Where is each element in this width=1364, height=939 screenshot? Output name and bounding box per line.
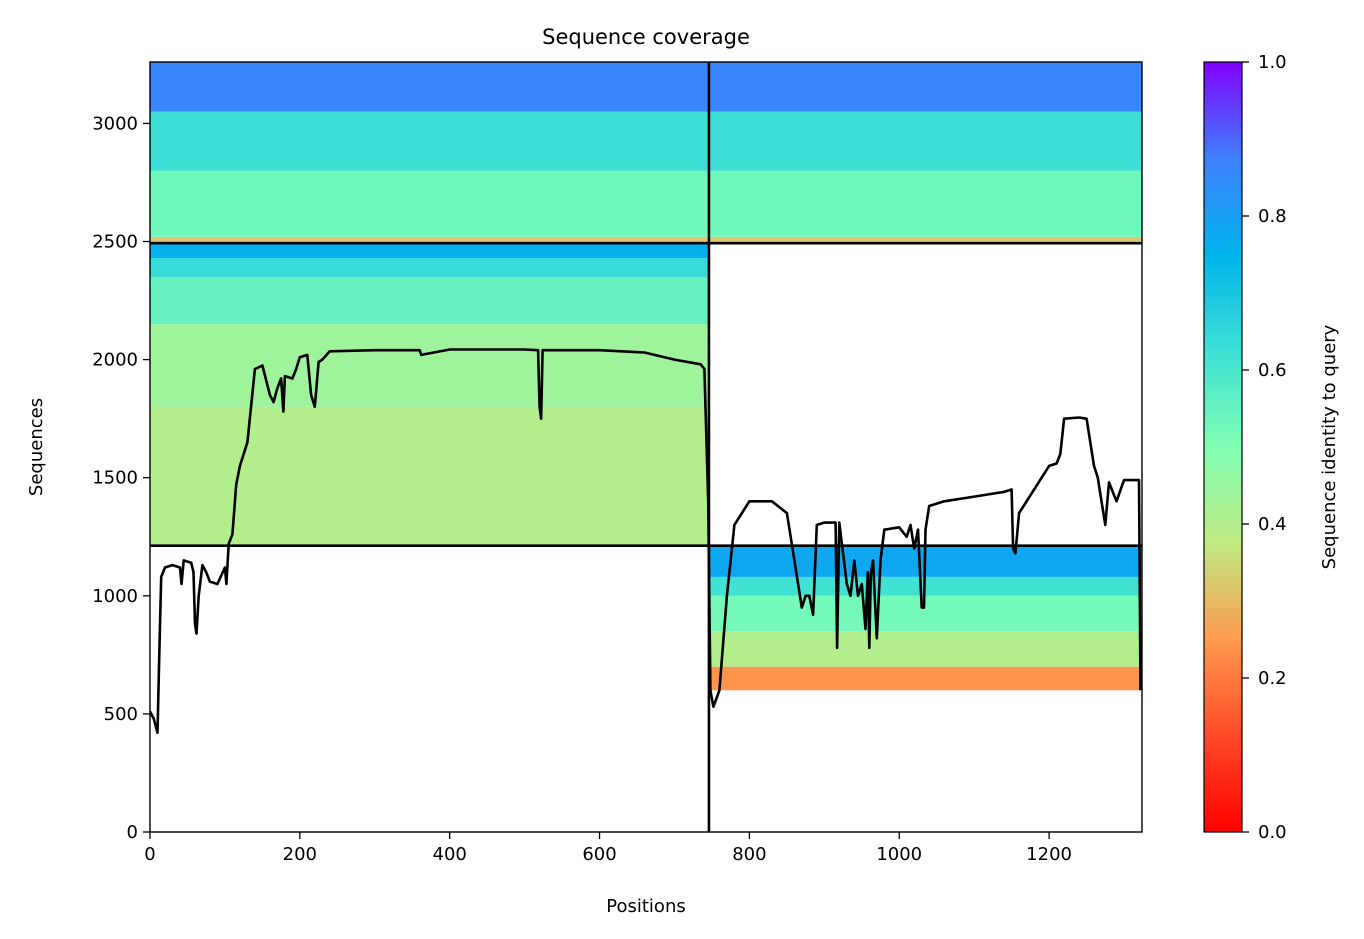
x-tick-label: 0 (144, 844, 155, 865)
heatmap-band (150, 406, 709, 546)
heatmap-band (708, 170, 1142, 237)
plot-frame (149, 61, 1143, 833)
y-tick-label: 3000 (92, 113, 138, 134)
heatmap-band (150, 62, 709, 112)
x-tick-label: 1000 (876, 844, 922, 865)
coverage-line (150, 348, 1142, 735)
x-tick-label: 600 (582, 844, 616, 865)
heatmap-band (150, 276, 709, 325)
colorbar-ticks: 0.0 0.2 0.4 0.6 0.8 1.0 (1242, 52, 1287, 843)
block-separators (150, 62, 1142, 832)
heatmap-band (150, 170, 709, 237)
heatmap-band (708, 631, 1142, 667)
colorbar-tick-label: 0.2 (1258, 668, 1287, 689)
y-tick-label: 1000 (92, 586, 138, 607)
heatmap-band (708, 595, 1142, 632)
coverage-heatmap (150, 62, 1142, 691)
heatmap-band (150, 111, 709, 171)
colorbar-label: Sequence identity to query (1319, 324, 1340, 569)
heatmap-band (708, 666, 1142, 691)
y-tick-label: 1500 (92, 468, 138, 489)
x-tick-label: 800 (732, 844, 766, 865)
x-tick-label: 1200 (1026, 844, 1072, 865)
y-tick-label: 2500 (92, 232, 138, 253)
x-axis-ticks: 0 200 400 600 800 1000 1200 (144, 832, 1072, 865)
chart-title: Sequence coverage (542, 25, 750, 49)
y-tick-label: 500 (104, 704, 138, 725)
heatmap-band (150, 258, 709, 277)
colorbar-tick-label: 0.0 (1258, 822, 1287, 843)
colorbar-tick-label: 0.8 (1258, 206, 1287, 227)
x-tick-label: 400 (433, 844, 467, 865)
colorbar-tick-label: 1.0 (1258, 52, 1287, 73)
y-tick-label: 2000 (92, 350, 138, 371)
colorbar-tick-label: 0.6 (1258, 360, 1287, 381)
x-axis-label: Positions (606, 896, 685, 917)
y-axis-label: Sequences (26, 398, 47, 496)
heatmap-band (150, 236, 709, 244)
y-tick-label: 0 (127, 822, 138, 843)
y-axis-ticks: 0 500 1000 1500 2000 2500 3000 (92, 113, 150, 843)
heatmap-band (708, 62, 1142, 112)
coverage-line-path (150, 348, 1142, 735)
heatmap-band (150, 243, 709, 259)
x-tick-label: 200 (283, 844, 317, 865)
colorbar (1203, 61, 1243, 833)
heatmap-band (708, 236, 1142, 244)
colorbar-tick-label: 0.4 (1258, 514, 1287, 535)
heatmap-band (708, 111, 1142, 171)
heatmap-band (150, 324, 709, 407)
